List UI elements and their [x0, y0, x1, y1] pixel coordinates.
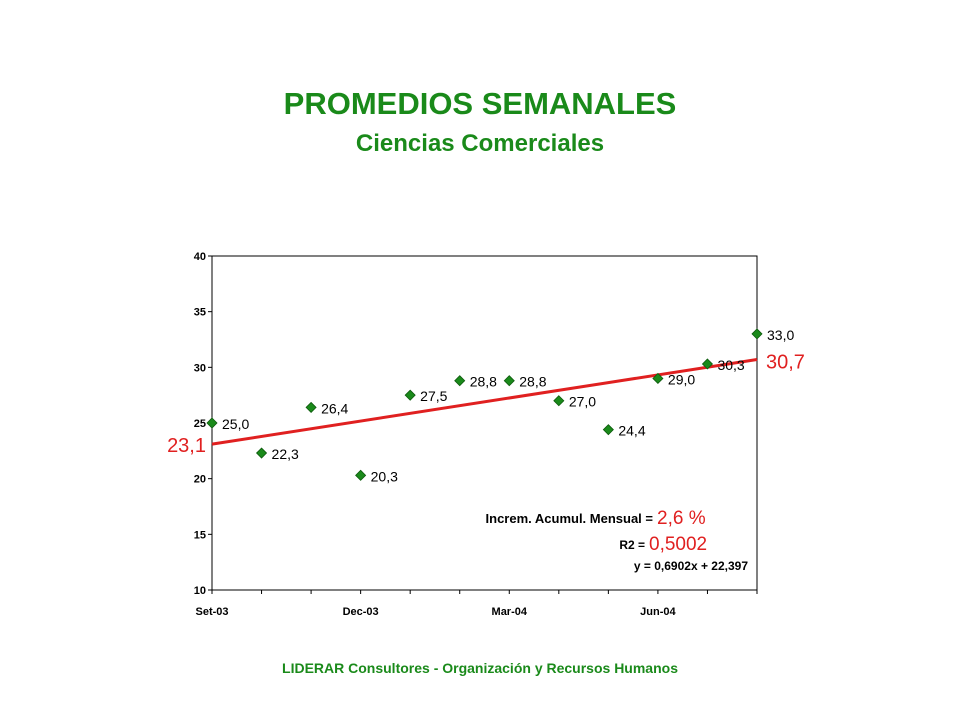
- data-label: 29,0: [668, 371, 695, 387]
- data-point: [652, 372, 664, 385]
- x-tick-label: Jun-04: [640, 606, 676, 618]
- x-tick-label: Set-03: [195, 606, 228, 618]
- x-tick-label: Dec-03: [343, 606, 379, 618]
- data-point: [503, 375, 515, 387]
- trend-start-label: 23,1: [167, 435, 206, 457]
- data-label: 27,0: [569, 394, 596, 410]
- data-point: [206, 417, 218, 429]
- data-label: 25,0: [222, 416, 249, 432]
- x-tick-label: Mar-04: [492, 606, 528, 618]
- data-point: [751, 328, 763, 340]
- y-tick-label: 10: [194, 585, 206, 597]
- y-tick-label: 40: [194, 251, 206, 263]
- data-label: 33,0: [767, 327, 794, 343]
- data-point: [255, 447, 268, 459]
- increment-value: 2,6 %: [657, 508, 706, 529]
- increment-label: Increm. Acumul. Mensual =: [486, 511, 654, 526]
- trend-line: [211, 358, 758, 446]
- data-label: 26,4: [321, 400, 348, 416]
- data-point: [404, 389, 416, 401]
- data-point: [305, 401, 317, 413]
- regression-equation: y = 0,6902x + 22,397: [634, 559, 748, 573]
- data-label: 20,3: [371, 468, 398, 484]
- page-subtitle: Ciencias Comerciales: [355, 130, 605, 157]
- data-point: [553, 395, 565, 407]
- data-label: 27,5: [420, 388, 447, 404]
- data-label: 30,3: [717, 357, 744, 373]
- y-tick-label: 30: [194, 362, 206, 374]
- y-tick-label: 25: [194, 418, 206, 430]
- page-title: PROMEDIOS SEMANALES: [283, 86, 677, 121]
- data-point: [355, 469, 367, 481]
- r2-value: 0,5002: [649, 534, 707, 555]
- data-point: [602, 424, 614, 436]
- data-label: 22,3: [272, 446, 299, 462]
- data-point: [454, 375, 466, 387]
- data-label: 24,4: [618, 423, 645, 439]
- y-tick-label: 20: [194, 474, 206, 486]
- data-label: 28,8: [519, 374, 546, 390]
- data-point: [701, 358, 714, 370]
- footer-text: LIDERAR Consultores - Organización y Rec…: [282, 660, 678, 676]
- trend-end-label: 30,7: [766, 352, 805, 374]
- r2-label: R2 =: [619, 538, 645, 552]
- data-label: 28,8: [470, 374, 497, 390]
- y-tick-label: 35: [194, 307, 206, 319]
- y-tick-label: 15: [194, 529, 206, 541]
